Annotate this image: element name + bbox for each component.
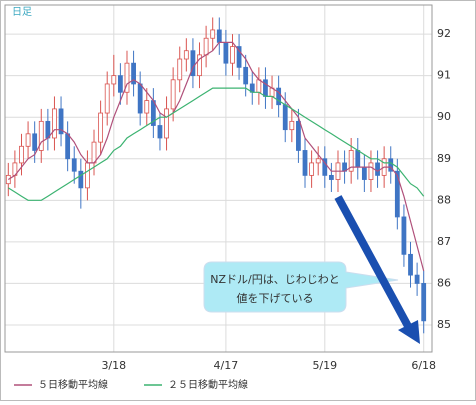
y-tick-label: 86 <box>437 276 451 289</box>
candle-body <box>296 120 301 151</box>
candle-body <box>19 145 24 164</box>
candle-body <box>414 274 420 284</box>
candle-body <box>5 174 11 185</box>
candle-body <box>408 253 413 276</box>
candle-body <box>289 120 295 131</box>
candle-body <box>65 133 71 160</box>
x-tick-label: 3/18 <box>101 359 126 372</box>
candle-body <box>348 150 354 172</box>
candle-body <box>85 162 90 189</box>
y-tick-label: 85 <box>437 318 451 331</box>
arrow-head <box>398 320 420 344</box>
candle-body <box>203 37 209 56</box>
legend-label: ５日移動平均線 <box>38 378 108 391</box>
candle-body <box>104 83 110 114</box>
x-tick-label: 6/18 <box>411 359 436 372</box>
candle-body <box>137 83 143 114</box>
candle-body <box>197 54 202 77</box>
annotation: NZドル/円は、じわじわと 値を下げている <box>203 195 420 344</box>
plot-border <box>4 4 433 353</box>
legend-label: ２５日移動平均線 <box>168 378 248 391</box>
x-tick-label: 4/17 <box>214 359 239 372</box>
candle-body <box>328 174 334 180</box>
candle-body <box>282 104 288 131</box>
candle-body <box>124 62 130 93</box>
arrow-shaft <box>334 195 413 330</box>
y-tick-label: 89 <box>437 152 451 165</box>
candle-body <box>375 162 380 176</box>
candle-body <box>117 75 123 93</box>
candle-body <box>368 162 374 180</box>
candle-body <box>71 158 77 172</box>
candle-body <box>243 66 249 85</box>
candle-body <box>421 283 427 322</box>
y-tick-label: 90 <box>437 110 451 123</box>
candle-body <box>355 150 361 168</box>
annotation-text: 値を下げている <box>237 292 314 305</box>
candle-body <box>223 42 229 64</box>
candle-body <box>309 162 315 176</box>
y-tick-label: 91 <box>437 69 451 82</box>
candle-body <box>256 79 262 93</box>
annotation-text: NZドル/円は、じわじわと <box>210 273 339 286</box>
candle-body <box>170 79 176 110</box>
marks <box>5 17 427 334</box>
candle-body <box>131 62 136 85</box>
candle-body <box>52 108 57 139</box>
candle-body <box>302 150 308 176</box>
candle-body <box>315 158 321 164</box>
candle-body <box>98 112 104 143</box>
candle-body <box>276 87 282 106</box>
candle-body <box>25 133 31 147</box>
candle-body <box>157 125 163 139</box>
chart-label: 日足 <box>12 6 32 18</box>
candle-body <box>38 120 44 151</box>
y-tick-label: 88 <box>437 193 451 206</box>
candle-body <box>210 29 216 39</box>
ma-line <box>7 41 425 272</box>
candle-body <box>216 29 222 43</box>
candle-body <box>322 158 328 176</box>
candle-body <box>144 100 150 114</box>
candle-body <box>58 108 64 135</box>
callout <box>203 261 399 313</box>
candle-body <box>111 75 117 85</box>
candle-body <box>236 46 242 68</box>
candle-body <box>177 58 183 81</box>
candle-body <box>263 79 268 97</box>
ma-line <box>7 87 425 201</box>
candle-body <box>91 141 97 164</box>
x-tick-label: 5/19 <box>312 359 337 372</box>
candle-body <box>32 133 38 151</box>
candle-body <box>230 46 235 64</box>
candle-body <box>388 158 394 172</box>
candle-body <box>164 108 169 139</box>
candle-body <box>394 170 400 218</box>
candle-body <box>361 166 367 180</box>
y-tick-label: 92 <box>437 27 451 40</box>
candle-body <box>401 216 407 255</box>
candle-body <box>183 50 189 60</box>
candle-body <box>78 170 84 189</box>
y-tick-label: 87 <box>437 235 451 248</box>
candle-body <box>190 50 196 77</box>
